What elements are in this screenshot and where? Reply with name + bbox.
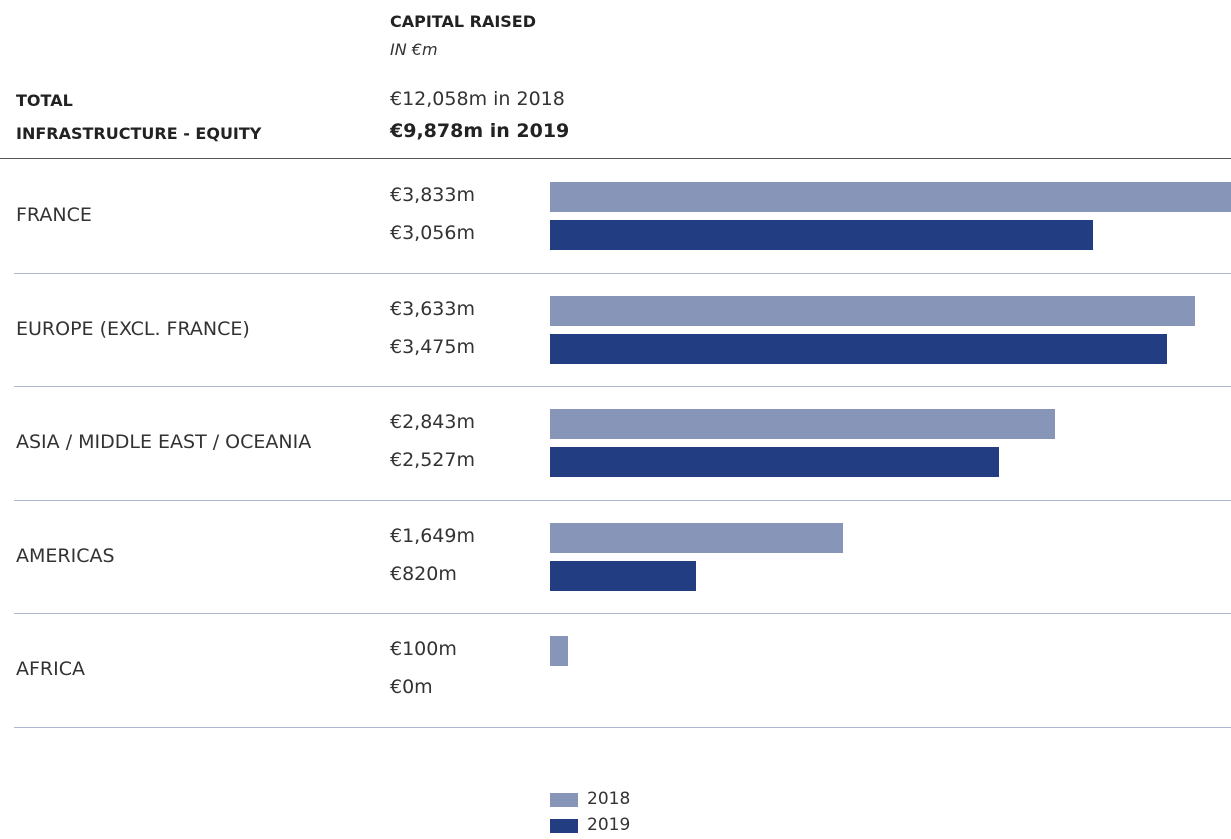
row-separator <box>14 386 1231 387</box>
bar <box>550 333 1168 364</box>
bar <box>550 636 568 666</box>
total: €12,058m in 2018 <box>390 88 565 110</box>
category-label: EUROPE (EXCL. FRANCE) <box>16 317 250 340</box>
value-label: €3,475m <box>390 335 475 358</box>
value-label: €2,843m <box>390 411 475 433</box>
category-label: AMERICAS <box>16 544 115 567</box>
value-label: €3,633m <box>390 297 475 320</box>
row-separator <box>14 499 1231 501</box>
bar <box>550 447 999 477</box>
bar <box>550 522 843 553</box>
bar <box>550 220 1093 250</box>
header-rule <box>0 158 1231 159</box>
legend-swatch <box>550 819 578 833</box>
value-label: €0m <box>390 676 433 698</box>
row-separator <box>14 272 1231 274</box>
bar <box>550 182 1231 212</box>
category-label: FRANCE <box>16 204 92 227</box>
total: €9,878m in 2019 <box>390 120 570 142</box>
value-label: €3,056m <box>390 222 475 244</box>
value-label: €820m <box>390 562 457 585</box>
legend-label: 2019 <box>587 815 631 835</box>
row-separator <box>14 726 1231 728</box>
chart-title: CAPITAL RAISED <box>390 12 537 31</box>
chart-subtitle: IN €m <box>390 40 438 59</box>
legend-swatch <box>550 793 578 807</box>
bar <box>550 295 1196 326</box>
category-label: ASIA / MIDDLE EAST / OCEANIA <box>16 431 312 454</box>
value-label: €100m <box>390 638 457 660</box>
heading-line: TOTAL <box>16 91 73 110</box>
bar <box>550 560 696 591</box>
category-label: AFRICA <box>16 658 85 681</box>
value-label: €1,649m <box>390 524 475 547</box>
legend-label: 2018 <box>587 789 631 809</box>
bar <box>550 409 1056 439</box>
row-separator <box>14 613 1231 614</box>
heading-line: INFRASTRUCTURE - EQUITY <box>16 124 262 143</box>
value-label: €3,833m <box>390 184 475 206</box>
value-label: €2,527m <box>390 449 475 471</box>
